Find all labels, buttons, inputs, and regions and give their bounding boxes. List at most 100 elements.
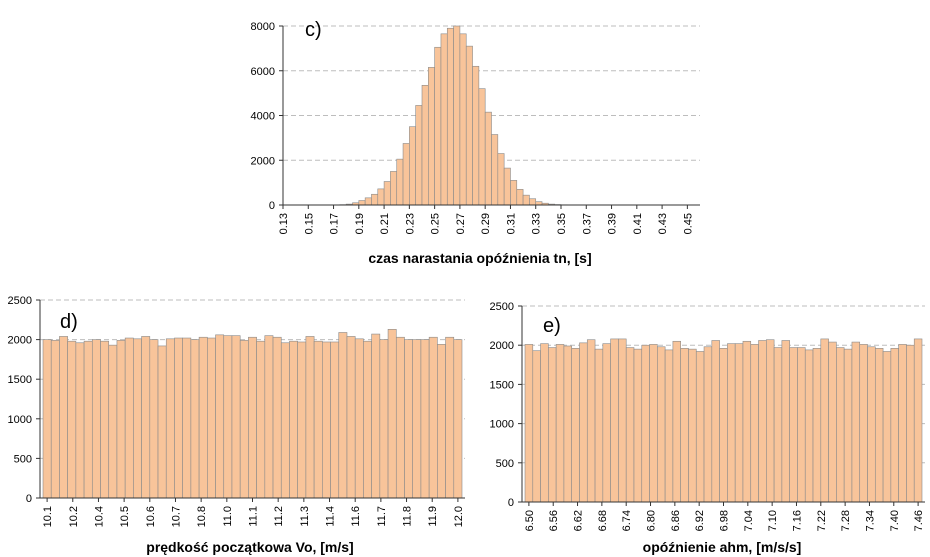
bar <box>602 343 611 503</box>
bar <box>437 344 446 499</box>
bar <box>882 351 892 503</box>
y-tick-label: 2000 <box>490 340 514 352</box>
y-tick-label: 2500 <box>490 301 514 313</box>
y-tick-label: 0 <box>508 497 514 509</box>
bar <box>579 342 588 503</box>
bar <box>371 193 379 206</box>
bar <box>190 339 200 499</box>
y-tick-label: 2000 <box>8 335 32 347</box>
x-tick-label: 0.35 <box>556 213 568 234</box>
y-tick-label: 1500 <box>490 379 514 391</box>
x-tick-label: 7.34 <box>864 510 876 531</box>
bar <box>377 188 385 206</box>
bar <box>198 336 208 499</box>
x-tick-label: 0.37 <box>581 213 593 234</box>
x-tick-label: 0.19 <box>354 213 366 234</box>
bar <box>280 342 290 499</box>
bar <box>446 27 454 206</box>
bar <box>472 65 480 206</box>
y-tick-label: 1000 <box>8 414 32 426</box>
bar <box>664 349 674 503</box>
bar <box>272 336 282 499</box>
bar <box>297 341 307 499</box>
bar <box>734 343 744 503</box>
bar <box>594 348 604 503</box>
bar <box>420 339 430 499</box>
x-tick-label: 11.7 <box>376 506 388 527</box>
bar <box>313 340 323 499</box>
bar <box>149 339 159 499</box>
bar <box>404 339 414 499</box>
x-tick-label: 6.98 <box>719 510 731 531</box>
x-tick-label: 7.04 <box>743 510 755 531</box>
x-tick-label: 7.22 <box>816 510 828 531</box>
x-tick-label: 10.2 <box>68 506 80 527</box>
bar <box>532 350 541 503</box>
chart-panel-1: 0 2000 4000 6000 8000 0.13 0.15 0.17 0.19 0.21 0.2… <box>251 19 700 266</box>
panel-label: e) <box>543 315 561 337</box>
x-tick-label: 10.7 <box>170 506 182 527</box>
bar <box>358 200 366 206</box>
bar <box>625 347 635 503</box>
y-tick-label: 0 <box>269 200 275 212</box>
bar <box>174 337 183 499</box>
x-tick-label: 6.68 <box>597 510 609 531</box>
bar <box>812 348 822 503</box>
x-tick-label: 0.31 <box>505 213 517 234</box>
bar <box>428 67 435 206</box>
bar <box>586 339 596 503</box>
x-tick-label: 7.46 <box>913 510 925 531</box>
bar <box>383 181 391 206</box>
bar <box>83 340 93 499</box>
bar <box>657 346 666 503</box>
x-axis-label: opóźnienie ahm, [m/s/s] <box>643 539 802 555</box>
bar <box>773 347 783 503</box>
bar <box>478 88 486 206</box>
bar <box>524 344 534 503</box>
bar <box>346 336 356 499</box>
x-tick-label: 11.2 <box>273 506 285 527</box>
y-tick-label: 0 <box>26 493 32 505</box>
x-tick-label: 7.40 <box>889 510 901 531</box>
y-tick-label: 2500 <box>8 295 32 307</box>
bar <box>409 126 416 206</box>
bar <box>555 344 565 503</box>
panel-label: d) <box>60 311 78 333</box>
x-tick-label: 0.39 <box>607 213 619 234</box>
bar <box>165 338 175 499</box>
bar <box>387 329 397 499</box>
x-tick-label: 10.5 <box>119 506 131 527</box>
x-tick-label: 11.8 <box>402 506 414 527</box>
bar <box>797 347 806 503</box>
x-tick-label: 7.16 <box>791 510 803 531</box>
bar <box>719 348 728 503</box>
bar <box>571 348 580 503</box>
chart-panel-2: 0 500 1000 1500 2000 2500 10.1 10.2 10.4 10.5 10.6… <box>8 295 465 555</box>
x-tick-label: 0.21 <box>379 213 391 234</box>
bar <box>363 340 372 499</box>
bar <box>535 201 543 206</box>
bar <box>859 344 868 503</box>
bar <box>680 348 689 503</box>
bar <box>264 335 274 499</box>
bar <box>412 339 422 499</box>
bar <box>874 348 884 503</box>
bar <box>428 336 438 499</box>
bar <box>42 339 52 499</box>
bar <box>116 340 126 499</box>
bar <box>516 189 524 206</box>
bar <box>789 347 798 503</box>
x-tick-label: 0.45 <box>682 213 694 234</box>
bar <box>766 339 775 503</box>
x-tick-label: 0.41 <box>632 213 644 234</box>
x-tick-label: 10.4 <box>93 506 105 527</box>
bar <box>248 336 257 499</box>
bar <box>867 346 876 503</box>
bar <box>215 334 225 499</box>
bar <box>522 194 530 206</box>
x-tick-label: 0.13 <box>278 213 290 234</box>
bar <box>371 333 381 499</box>
bar <box>434 46 442 206</box>
bar <box>529 198 537 206</box>
bar <box>843 348 853 503</box>
